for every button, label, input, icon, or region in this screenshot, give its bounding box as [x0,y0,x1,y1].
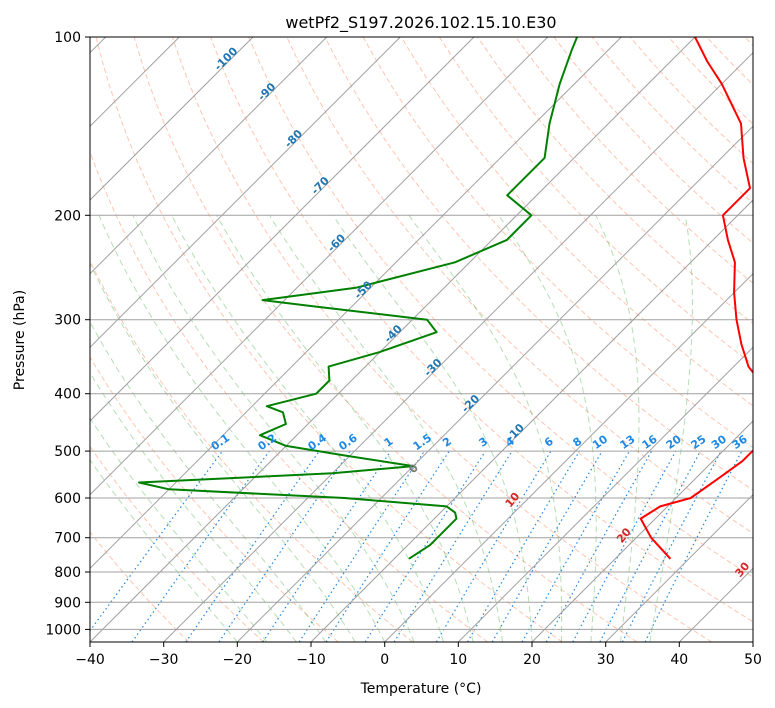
isotherm-line [163,51,753,642]
y-tick-label: 500 [54,444,81,460]
y-axis: 100 200 300 400 500 600 700 800 900 1000 [45,30,90,638]
y-tick-label: 300 [54,313,81,329]
x-tick-label: 0 [380,652,389,668]
y-tick-label: 1000 [45,622,81,638]
moist-adiabat-line [132,215,415,642]
x-tick-label: 30 [597,652,615,668]
isotherm-line [384,272,753,642]
temperature-line [639,37,753,560]
x-tick-label: −10 [296,652,326,668]
chart-title: wetPf2_S197.2026.102.15.10.E30 [285,13,556,33]
dry-adiabat-line [90,150,488,642]
y-tick-label: 600 [54,491,81,507]
dry-adiabat-line [90,531,190,642]
mixing-ratio-line [572,450,677,642]
x-axis-label: Temperature (°C) [360,681,482,697]
x-tick-label: 40 [670,652,688,668]
isotherm-line [90,37,622,570]
dewpoint-line [138,37,579,560]
dry-adiabat-line [248,37,753,578]
mixing-ratio-line [599,450,702,642]
moist-adiabat-line [408,215,563,642]
y-tick-label: 400 [54,387,81,403]
dry-adiabat-line [400,37,753,407]
dry-adiabat-line [438,37,753,366]
mixing-ratio-line [185,450,320,642]
background-lines [90,37,753,642]
y-tick-label: 700 [54,531,81,547]
isotherm-line [531,420,753,642]
isotherm-line [90,37,328,275]
moist-adiabat-line [269,215,503,642]
plot-frame [89,36,754,643]
isotherm-line [90,37,549,496]
dry-adiabat-line [515,37,753,284]
mixing-ratio-line [466,450,580,642]
moist-adiabat-line [649,215,693,642]
moist-adiabat-line [98,215,386,642]
y-tick-label: 900 [54,595,81,611]
dry-adiabat-line [133,37,638,642]
x-tick-label: −40 [75,652,105,668]
moist-adiabat-line [90,417,268,642]
x-tick-label: 50 [744,652,762,668]
y-tick-label: 800 [54,565,81,581]
x-tick-label: −20 [223,652,253,668]
y-axis-label: Pressure (hPa) [12,290,28,390]
x-tick-label: −30 [149,652,179,668]
mixing-ratio-line [364,450,486,642]
moist-adiabat-line [90,262,356,642]
mixing-ratio-line [218,450,351,642]
moist-adiabat-line [332,215,533,642]
moist-adiabat-line [595,215,640,642]
dry-adiabat-line [95,37,563,642]
y-tick-label: 100 [54,30,81,46]
dry-adiabat-line [90,445,264,642]
moist-adiabat-line [90,321,327,642]
isotherm-line [90,37,254,201]
mixing-ratio-line [298,450,425,642]
isotherm-line [310,199,753,642]
moist-adiabat-line [216,215,474,642]
moist-adiabat-line [171,215,445,642]
series-lines [138,37,753,560]
x-axis: −40 −30 −20 −10 0 10 20 30 40 50 [75,642,762,668]
dry-adiabat-line [210,37,753,623]
isotherm-line [457,346,753,642]
isotherm-line [90,37,475,422]
isotherm-line [90,37,696,642]
x-tick-label: 20 [523,652,541,668]
dry-adiabat-line [171,37,712,642]
grid [90,37,753,642]
x-tick-label: 10 [449,652,467,668]
moist-adiabat-line [498,215,597,642]
mixing-ratio-line [262,450,392,642]
mixing-ratio-line [435,450,552,642]
dry-adiabat-line [90,356,339,642]
dry-adiabat-line [324,37,753,491]
mixing-ratio-line [325,450,450,642]
y-tick-label: 200 [54,208,81,224]
isotherm-line [90,37,401,349]
isotherm-line [605,493,753,642]
moist-adiabat-line [90,371,297,642]
